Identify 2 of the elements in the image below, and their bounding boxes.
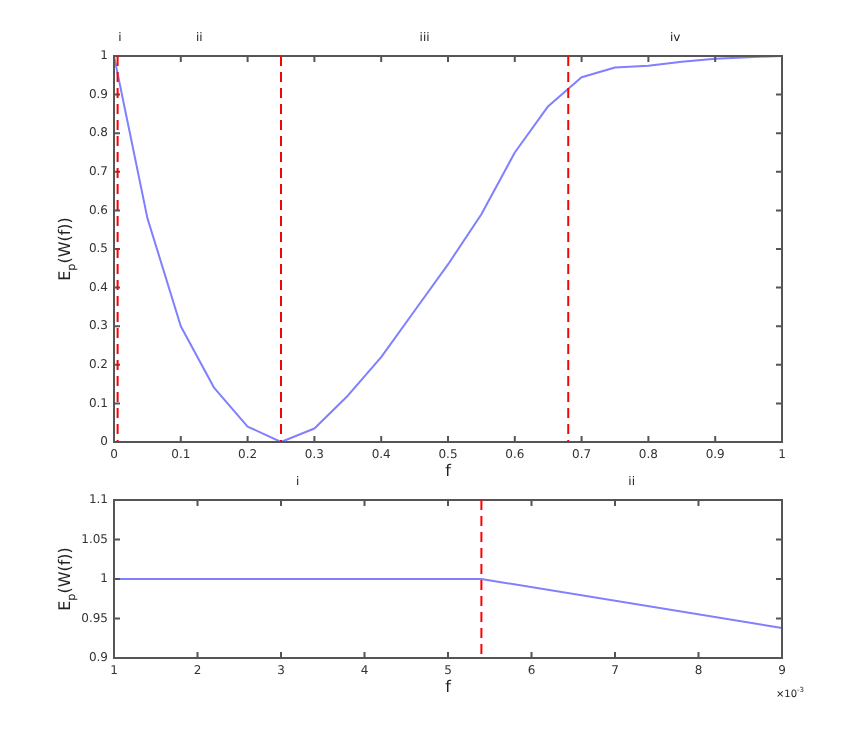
x-axis-title: f [445,462,452,481]
x-axis-title: f [445,678,452,697]
